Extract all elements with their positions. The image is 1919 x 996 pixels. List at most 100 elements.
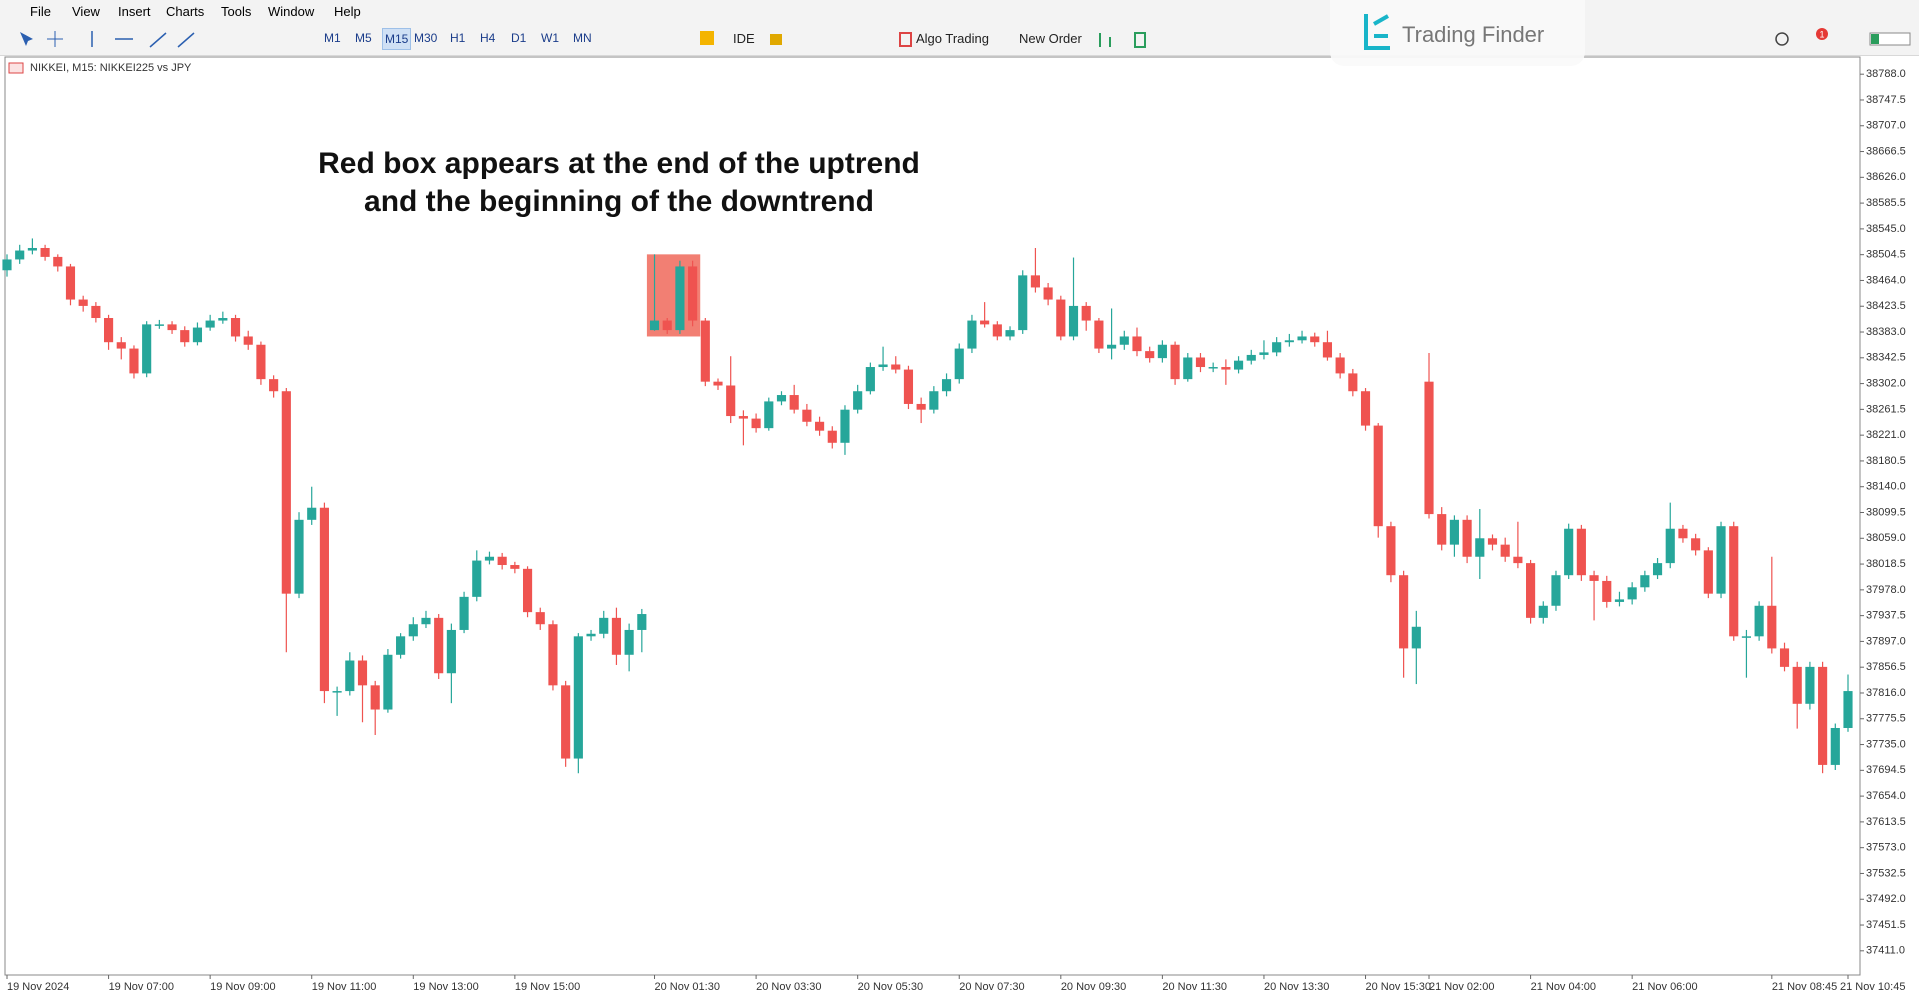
- candle-body: [1246, 354, 1256, 361]
- candle-body: [1056, 299, 1066, 337]
- algo-trading-button[interactable]: Algo Trading: [916, 31, 989, 46]
- candle-body: [573, 636, 583, 759]
- candle-body: [370, 685, 380, 710]
- candle-body: [891, 364, 901, 370]
- timeframe-button[interactable]: M5: [355, 31, 372, 45]
- menu-item[interactable]: File: [30, 4, 51, 19]
- line-tools[interactable]: [91, 31, 195, 48]
- candle-body: [129, 348, 139, 374]
- timeframe-button[interactable]: H4: [480, 31, 496, 45]
- candle-body: [1094, 320, 1104, 349]
- candle-body: [776, 395, 787, 402]
- algo-icon[interactable]: [899, 32, 912, 47]
- candle-body: [1741, 636, 1751, 638]
- candle-body: [256, 344, 266, 380]
- x-tick-label: 21 Nov 06:00: [1632, 981, 1697, 993]
- chart-type-icons[interactable]: [1099, 32, 1146, 48]
- candle-body: [522, 568, 533, 613]
- search-icon[interactable]: [1775, 32, 1789, 46]
- candle-body: [1576, 528, 1586, 576]
- candle-body: [954, 348, 964, 380]
- y-tick-label: 38099.5: [1866, 506, 1906, 518]
- y-tick-label: 38585.5: [1866, 197, 1906, 209]
- menu-item[interactable]: Charts: [166, 4, 205, 19]
- candle-body: [840, 409, 850, 443]
- candle-body: [243, 336, 253, 345]
- candle-body: [1386, 526, 1396, 576]
- y-tick-label: 37411.0: [1866, 945, 1905, 957]
- candle-body: [1678, 528, 1688, 539]
- candle-body: [1119, 336, 1129, 345]
- timeframe-button[interactable]: D1: [511, 31, 527, 45]
- x-tick-label: 19 Nov 2024: [7, 981, 69, 993]
- candle-body: [180, 330, 190, 343]
- timeframe-button[interactable]: MN: [573, 31, 592, 45]
- candle-body: [827, 430, 837, 443]
- annotation: Red box appears at the end of the uptren…: [318, 147, 920, 180]
- cursor-icon[interactable]: [20, 32, 33, 46]
- menu-item[interactable]: Tools: [221, 4, 252, 19]
- candle-body: [1754, 605, 1764, 637]
- timeframe-button[interactable]: M1: [324, 31, 341, 45]
- candle-body: [1030, 275, 1040, 288]
- candle-body: [1259, 352, 1269, 355]
- crosshair-icon[interactable]: [47, 31, 63, 47]
- candle-body: [332, 691, 342, 693]
- signal-level: [1871, 34, 1879, 44]
- toolbar-icons: 1: [20, 28, 1911, 48]
- candle-body: [675, 266, 685, 331]
- candle-body: [929, 391, 939, 410]
- candle-body: [561, 685, 571, 759]
- candle-body: [396, 636, 406, 655]
- x-tick-label: 20 Nov 07:30: [959, 981, 1024, 993]
- timeframe-button[interactable]: M30: [414, 31, 438, 45]
- y-tick-label: 38342.5: [1866, 352, 1906, 364]
- menu-item[interactable]: Window: [268, 4, 315, 19]
- brand-logo: [1364, 14, 1390, 50]
- candle-body: [294, 519, 304, 594]
- timeframe-button[interactable]: H1: [450, 31, 466, 45]
- candle-body: [1005, 330, 1015, 337]
- symbol-label: NIKKEI, M15: NIKKEI225 vs JPY: [30, 62, 192, 74]
- candle-body: [1145, 351, 1155, 359]
- notification-badge[interactable]: [1816, 28, 1828, 40]
- candle-body: [586, 633, 596, 637]
- candle-body: [637, 614, 647, 630]
- candle-body: [1526, 563, 1536, 618]
- candle-body: [1767, 605, 1777, 649]
- market-icon[interactable]: [700, 31, 714, 45]
- candle-body: [903, 369, 914, 404]
- candle-body: [116, 342, 126, 349]
- timeframe-button[interactable]: W1: [541, 31, 559, 45]
- y-tick-label: 37694.5: [1866, 764, 1906, 776]
- candle-body: [65, 266, 76, 300]
- y-tick-label: 37654.0: [1866, 790, 1906, 802]
- brand-name: Trading Finder: [1402, 22, 1545, 47]
- candle-body: [1513, 556, 1523, 564]
- candle-body: [357, 660, 368, 686]
- candle-body: [497, 556, 507, 566]
- x-tick-label: 19 Nov 13:00: [413, 981, 478, 993]
- new-order-button[interactable]: New Order: [1019, 31, 1082, 46]
- candle-body: [1043, 287, 1053, 300]
- candle-body: [1729, 526, 1739, 637]
- y-tick-label: 37856.5: [1866, 661, 1906, 673]
- candle-body: [1360, 391, 1371, 426]
- candle-body: [15, 250, 25, 260]
- candle-body: [345, 660, 355, 692]
- menu-item[interactable]: Help: [334, 4, 361, 19]
- candle-body: [992, 324, 1002, 337]
- candle-body: [1348, 373, 1358, 392]
- candle-body: [1449, 519, 1459, 545]
- y-tick-label: 38261.5: [1866, 403, 1906, 415]
- candle-body: [1107, 344, 1117, 349]
- lock-icon[interactable]: [770, 34, 782, 45]
- candle-body: [688, 266, 698, 321]
- ide-button[interactable]: IDE: [733, 31, 755, 46]
- candle-body: [1399, 575, 1409, 649]
- candle-body: [980, 320, 990, 325]
- menu-item[interactable]: Insert: [118, 4, 151, 19]
- menu-item[interactable]: View: [72, 4, 100, 19]
- x-tick-label: 20 Nov 03:30: [756, 981, 821, 993]
- timeframe-button[interactable]: M15: [382, 28, 412, 50]
